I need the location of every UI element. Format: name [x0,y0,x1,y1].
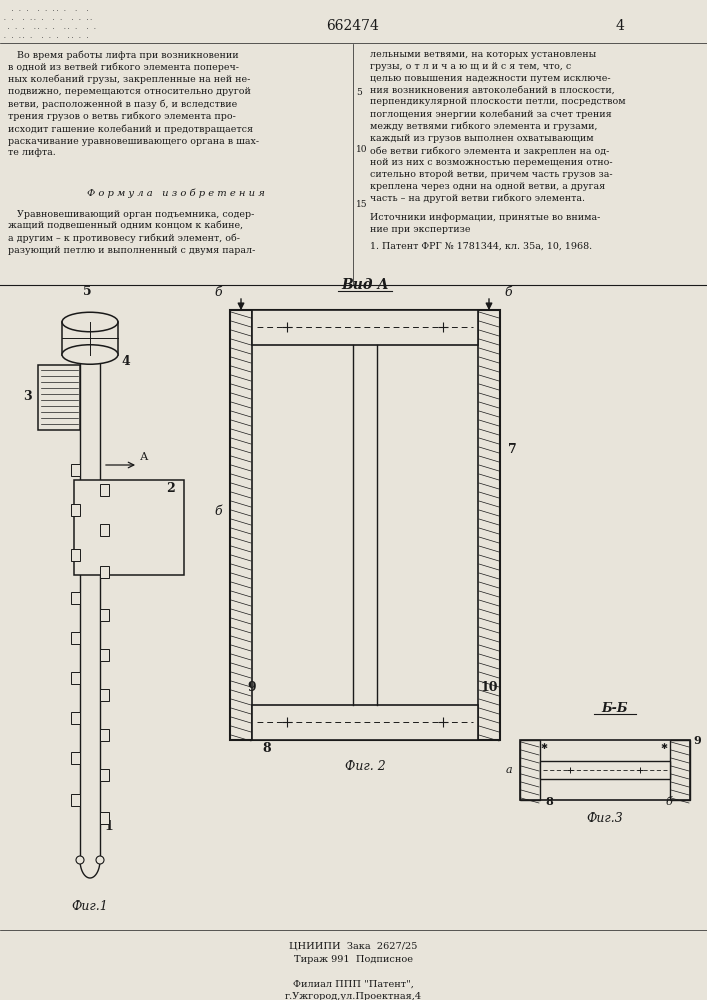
Text: 9: 9 [247,681,256,694]
Bar [252,705,478,740]
Bar [100,484,109,496]
Ellipse shape [62,345,118,364]
Text: б: б [665,797,672,807]
Text: Вид А: Вид А [341,278,389,292]
Bar [71,712,80,724]
Bar [71,632,80,644]
Text: 662474: 662474 [327,19,380,33]
Bar [71,752,80,764]
Text: Фиг.3: Фиг.3 [587,812,624,825]
Bar [100,524,109,536]
Text: Уравновешивающий орган подъемника, содер-
жащий подвешенный одним концом к кабин: Уравновешивающий орган подъемника, содер… [8,210,255,255]
Text: ✱: ✱ [660,742,667,751]
Text: 8: 8 [262,742,271,755]
Bar [100,729,109,741]
Text: Фиг.1: Фиг.1 [71,900,108,913]
Text: Во время работы лифта при возникновении
в одной из ветвей гибкого элемента попер: Во время работы лифта при возникновении … [8,50,259,157]
Text: лельными ветвями, на которых установлены
грузы, о т л и ч а ю щ и й с я тем, что: лельными ветвями, на которых установлены… [370,50,626,203]
Text: 4: 4 [616,19,624,33]
Text: a: a [506,765,513,775]
Text: Фиг. 2: Фиг. 2 [344,760,385,773]
Bar [478,310,500,740]
Text: б: б [214,286,221,299]
Text: 1. Патент ФРГ № 1781344, кл. 35а, 10, 1968.: 1. Патент ФРГ № 1781344, кл. 35а, 10, 19… [370,242,592,251]
Bar [100,689,109,701]
Bar [520,740,690,800]
Ellipse shape [76,856,84,864]
Ellipse shape [96,856,104,864]
Bar [71,794,80,806]
Text: 2: 2 [166,482,175,495]
Bar [38,365,80,430]
Text: 10: 10 [356,145,368,154]
Text: ✱: ✱ [540,742,547,751]
Text: б: б [504,286,512,299]
Bar [71,504,80,516]
Text: Источники информации, принятые во внима-
ние при экспертизе: Источники информации, принятые во внима-… [370,213,600,234]
Text: Б-Б: Б-Б [602,702,629,715]
Bar [670,740,690,800]
Text: 4: 4 [121,355,130,368]
Text: 8: 8 [545,796,553,807]
Bar [71,672,80,684]
Bar [71,549,80,561]
Text: · · ·  · · ·· ·  ·  ·: · · · · · ·· · · · [3,8,89,13]
Text: · · ·  ·· · ·  ·· ·  · ·: · · · ·· · · ·· · · · [3,26,97,31]
Bar [100,566,109,578]
Bar [540,761,670,779]
Text: 7: 7 [508,443,517,456]
Text: 5: 5 [83,285,91,298]
Text: 10: 10 [480,681,498,694]
Text: · · ·· ·  · · ·  ·· · ·: · · ·· · · · · ·· · · [3,35,89,40]
Text: б: б [214,505,221,518]
Text: А: А [140,452,148,462]
Bar [100,769,109,781]
Text: ЦНИИПИ  Зака  2627/25
Тираж 991  Подписное

Филиал ППП "Патент",
г.Ужгород,ул.Пр: ЦНИИПИ Зака 2627/25 Тираж 991 Подписное … [284,942,421,1000]
Bar [71,592,80,604]
Text: 3: 3 [23,390,32,403]
Bar [230,310,252,740]
Bar [74,480,184,575]
Bar [520,740,540,800]
Bar [100,609,109,621]
Text: · ·  · ·· ·  · ·  · · ··: · · · ·· · · · · · ·· [3,17,93,22]
Text: Ф о р м у л а   и з о б р е т е н и я: Ф о р м у л а и з о б р е т е н и я [87,188,265,198]
Bar [100,812,109,824]
Text: 15: 15 [356,200,368,209]
Text: 1: 1 [105,820,114,833]
Text: 9: 9 [693,735,701,746]
Bar [252,310,478,345]
Bar [71,464,80,476]
Bar [230,310,500,740]
Text: 5: 5 [356,88,362,97]
Bar [100,649,109,661]
